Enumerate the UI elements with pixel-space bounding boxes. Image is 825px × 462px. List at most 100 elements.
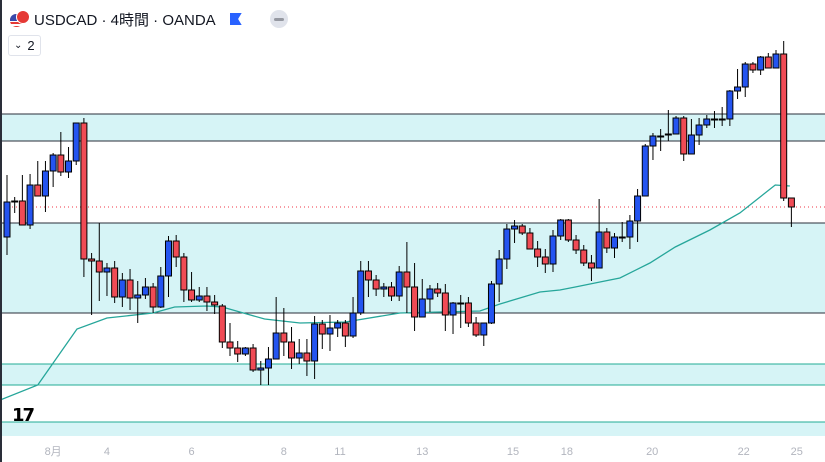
candle-down[interactable]: [364, 270, 372, 281]
candle-up[interactable]: [649, 135, 657, 147]
candle-up[interactable]: [349, 312, 357, 337]
candle-down[interactable]: [80, 122, 88, 260]
candle-down[interactable]: [541, 256, 549, 265]
candle-up[interactable]: [457, 302, 465, 305]
candle-up[interactable]: [241, 347, 249, 355]
candle-down[interactable]: [34, 184, 42, 197]
candle-up[interactable]: [426, 288, 434, 300]
candle-down[interactable]: [218, 305, 226, 343]
candle-down[interactable]: [564, 219, 572, 241]
candle-down[interactable]: [172, 240, 180, 258]
candle-down[interactable]: [372, 279, 380, 290]
candle-down[interactable]: [226, 341, 234, 349]
symbol-title[interactable]: USDCAD · 4時間 · OANDA: [34, 11, 216, 29]
candle-down[interactable]: [434, 288, 442, 294]
candle-up[interactable]: [641, 145, 649, 197]
candle-down[interactable]: [18, 200, 26, 226]
candle-up[interactable]: [626, 220, 634, 238]
candle-up[interactable]: [449, 302, 457, 316]
candle-up[interactable]: [657, 135, 665, 138]
tradingview-logo[interactable]: 17: [12, 405, 35, 426]
candle-up[interactable]: [157, 275, 165, 308]
candle-down[interactable]: [211, 301, 219, 306]
candle-up[interactable]: [772, 53, 780, 69]
collapse-button[interactable]: [269, 10, 288, 28]
candle-up[interactable]: [41, 170, 49, 197]
candle-up[interactable]: [549, 235, 557, 265]
candle-up[interactable]: [26, 184, 34, 226]
candle-down[interactable]: [149, 286, 157, 308]
candle-down[interactable]: [88, 258, 96, 262]
candle-up[interactable]: [634, 195, 642, 222]
candle-down[interactable]: [57, 154, 65, 173]
candle-up[interactable]: [118, 279, 126, 298]
candle-up[interactable]: [311, 323, 319, 362]
candle-down[interactable]: [526, 232, 534, 250]
candle-down[interactable]: [249, 347, 257, 371]
candle-up[interactable]: [72, 122, 80, 162]
candle-up[interactable]: [49, 154, 57, 172]
candle-down[interactable]: [580, 249, 588, 264]
candle-down[interactable]: [587, 262, 595, 269]
candle-up[interactable]: [611, 236, 619, 249]
candle-down[interactable]: [787, 197, 795, 208]
candle-up[interactable]: [734, 86, 742, 92]
candle-up[interactable]: [487, 283, 495, 324]
candle-up[interactable]: [495, 258, 503, 285]
candle-up[interactable]: [480, 322, 488, 336]
candle-up[interactable]: [557, 219, 565, 237]
candle-down[interactable]: [780, 53, 788, 199]
indicators-toggle-button[interactable]: ⌄ 2: [8, 35, 41, 56]
candle-up[interactable]: [134, 294, 142, 299]
candle-down[interactable]: [126, 279, 134, 299]
zone-0[interactable]: [0, 114, 825, 141]
candle-up[interactable]: [264, 358, 272, 369]
candle-up[interactable]: [618, 236, 626, 239]
candle-up[interactable]: [195, 295, 203, 301]
candle-up[interactable]: [257, 367, 265, 371]
candle-down[interactable]: [234, 347, 242, 355]
candle-down[interactable]: [534, 248, 542, 258]
candle-down[interactable]: [341, 322, 349, 337]
candle-up[interactable]: [511, 225, 519, 230]
candle-up[interactable]: [664, 133, 672, 136]
zone-2[interactable]: [0, 364, 825, 385]
candle-up[interactable]: [272, 332, 280, 360]
candle-up[interactable]: [741, 63, 749, 88]
time-axis[interactable]: [0, 436, 825, 462]
candle-up[interactable]: [503, 228, 511, 260]
candle-up[interactable]: [380, 286, 388, 290]
candle-down[interactable]: [95, 260, 103, 273]
candle-up[interactable]: [326, 327, 334, 335]
candle-up[interactable]: [103, 267, 111, 273]
candle-up[interactable]: [164, 240, 172, 277]
candle-down[interactable]: [441, 292, 449, 316]
candle-down[interactable]: [472, 322, 480, 336]
candle-up[interactable]: [687, 134, 695, 155]
candle-down[interactable]: [180, 256, 188, 291]
candle-down[interactable]: [280, 332, 288, 343]
candle-down[interactable]: [603, 231, 611, 249]
candle-up[interactable]: [703, 118, 711, 126]
candle-down[interactable]: [303, 352, 311, 362]
candle-up[interactable]: [595, 231, 603, 269]
candle-down[interactable]: [572, 239, 580, 251]
candle-down[interactable]: [318, 323, 326, 335]
candle-down[interactable]: [411, 286, 419, 318]
zone-3[interactable]: [0, 422, 825, 436]
candle-up[interactable]: [710, 118, 718, 121]
candle-up[interactable]: [718, 118, 726, 121]
candle-down[interactable]: [764, 56, 772, 69]
candle-up[interactable]: [3, 201, 11, 238]
candle-up[interactable]: [141, 286, 149, 296]
candle-up[interactable]: [65, 160, 73, 173]
candle-up[interactable]: [726, 90, 734, 120]
candle-up[interactable]: [11, 200, 19, 203]
candle-up[interactable]: [695, 124, 703, 136]
candle-up[interactable]: [757, 56, 765, 71]
candle-down[interactable]: [403, 271, 411, 288]
candle-down[interactable]: [749, 63, 757, 71]
candle-down[interactable]: [464, 302, 472, 324]
candle-down[interactable]: [388, 286, 395, 297]
